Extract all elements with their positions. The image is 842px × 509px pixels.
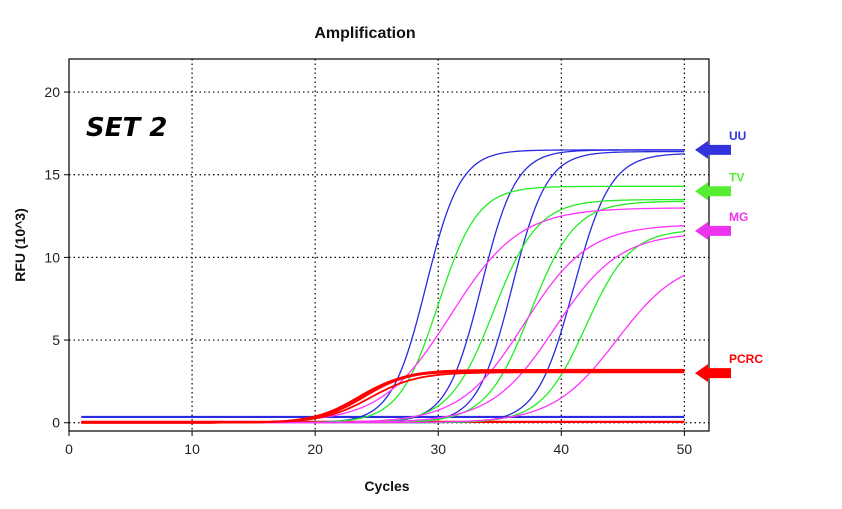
plot-area: 0 10 20 30 40 50 0 5 10 15 20 [44, 58, 710, 457]
y-tick-label-1: 5 [52, 332, 60, 348]
y-tick-label-2: 10 [44, 249, 60, 265]
legend-arrow-tv [695, 182, 731, 201]
legend-arrow-mg [695, 221, 731, 240]
legend-label-mg: MG [729, 210, 748, 224]
chart-title: Amplification [314, 25, 415, 42]
legend-label-uu: UU [729, 129, 746, 143]
x-tick-label-5: 50 [677, 441, 693, 457]
legend-arrow-uu [695, 140, 731, 159]
x-tick-label-0: 0 [65, 441, 73, 457]
x-tick-label-1: 10 [184, 441, 200, 457]
legend: UU TV MG PCRC [695, 129, 763, 383]
legend-label-pcrc: PCRC [729, 352, 763, 366]
y-tick-label-0: 0 [52, 415, 60, 431]
legend-arrow-pcrc [695, 364, 731, 383]
x-axis-label: Cycles [364, 478, 409, 494]
axes: 0 10 20 30 40 50 0 5 10 15 20 [44, 84, 692, 457]
legend-label-tv: TV [729, 170, 744, 184]
y-tick-label-4: 20 [44, 84, 60, 100]
x-tick-label-2: 20 [307, 441, 323, 457]
y-tick-label-3: 15 [44, 167, 60, 183]
series-line-pcrc-15 [81, 368, 685, 424]
x-tick-label-4: 40 [554, 441, 570, 457]
series-lines [81, 149, 685, 424]
x-tick-label-3: 30 [430, 441, 446, 457]
y-axis-label: RFU (10^3) [12, 208, 28, 282]
set-label: SET 2 [86, 113, 167, 143]
